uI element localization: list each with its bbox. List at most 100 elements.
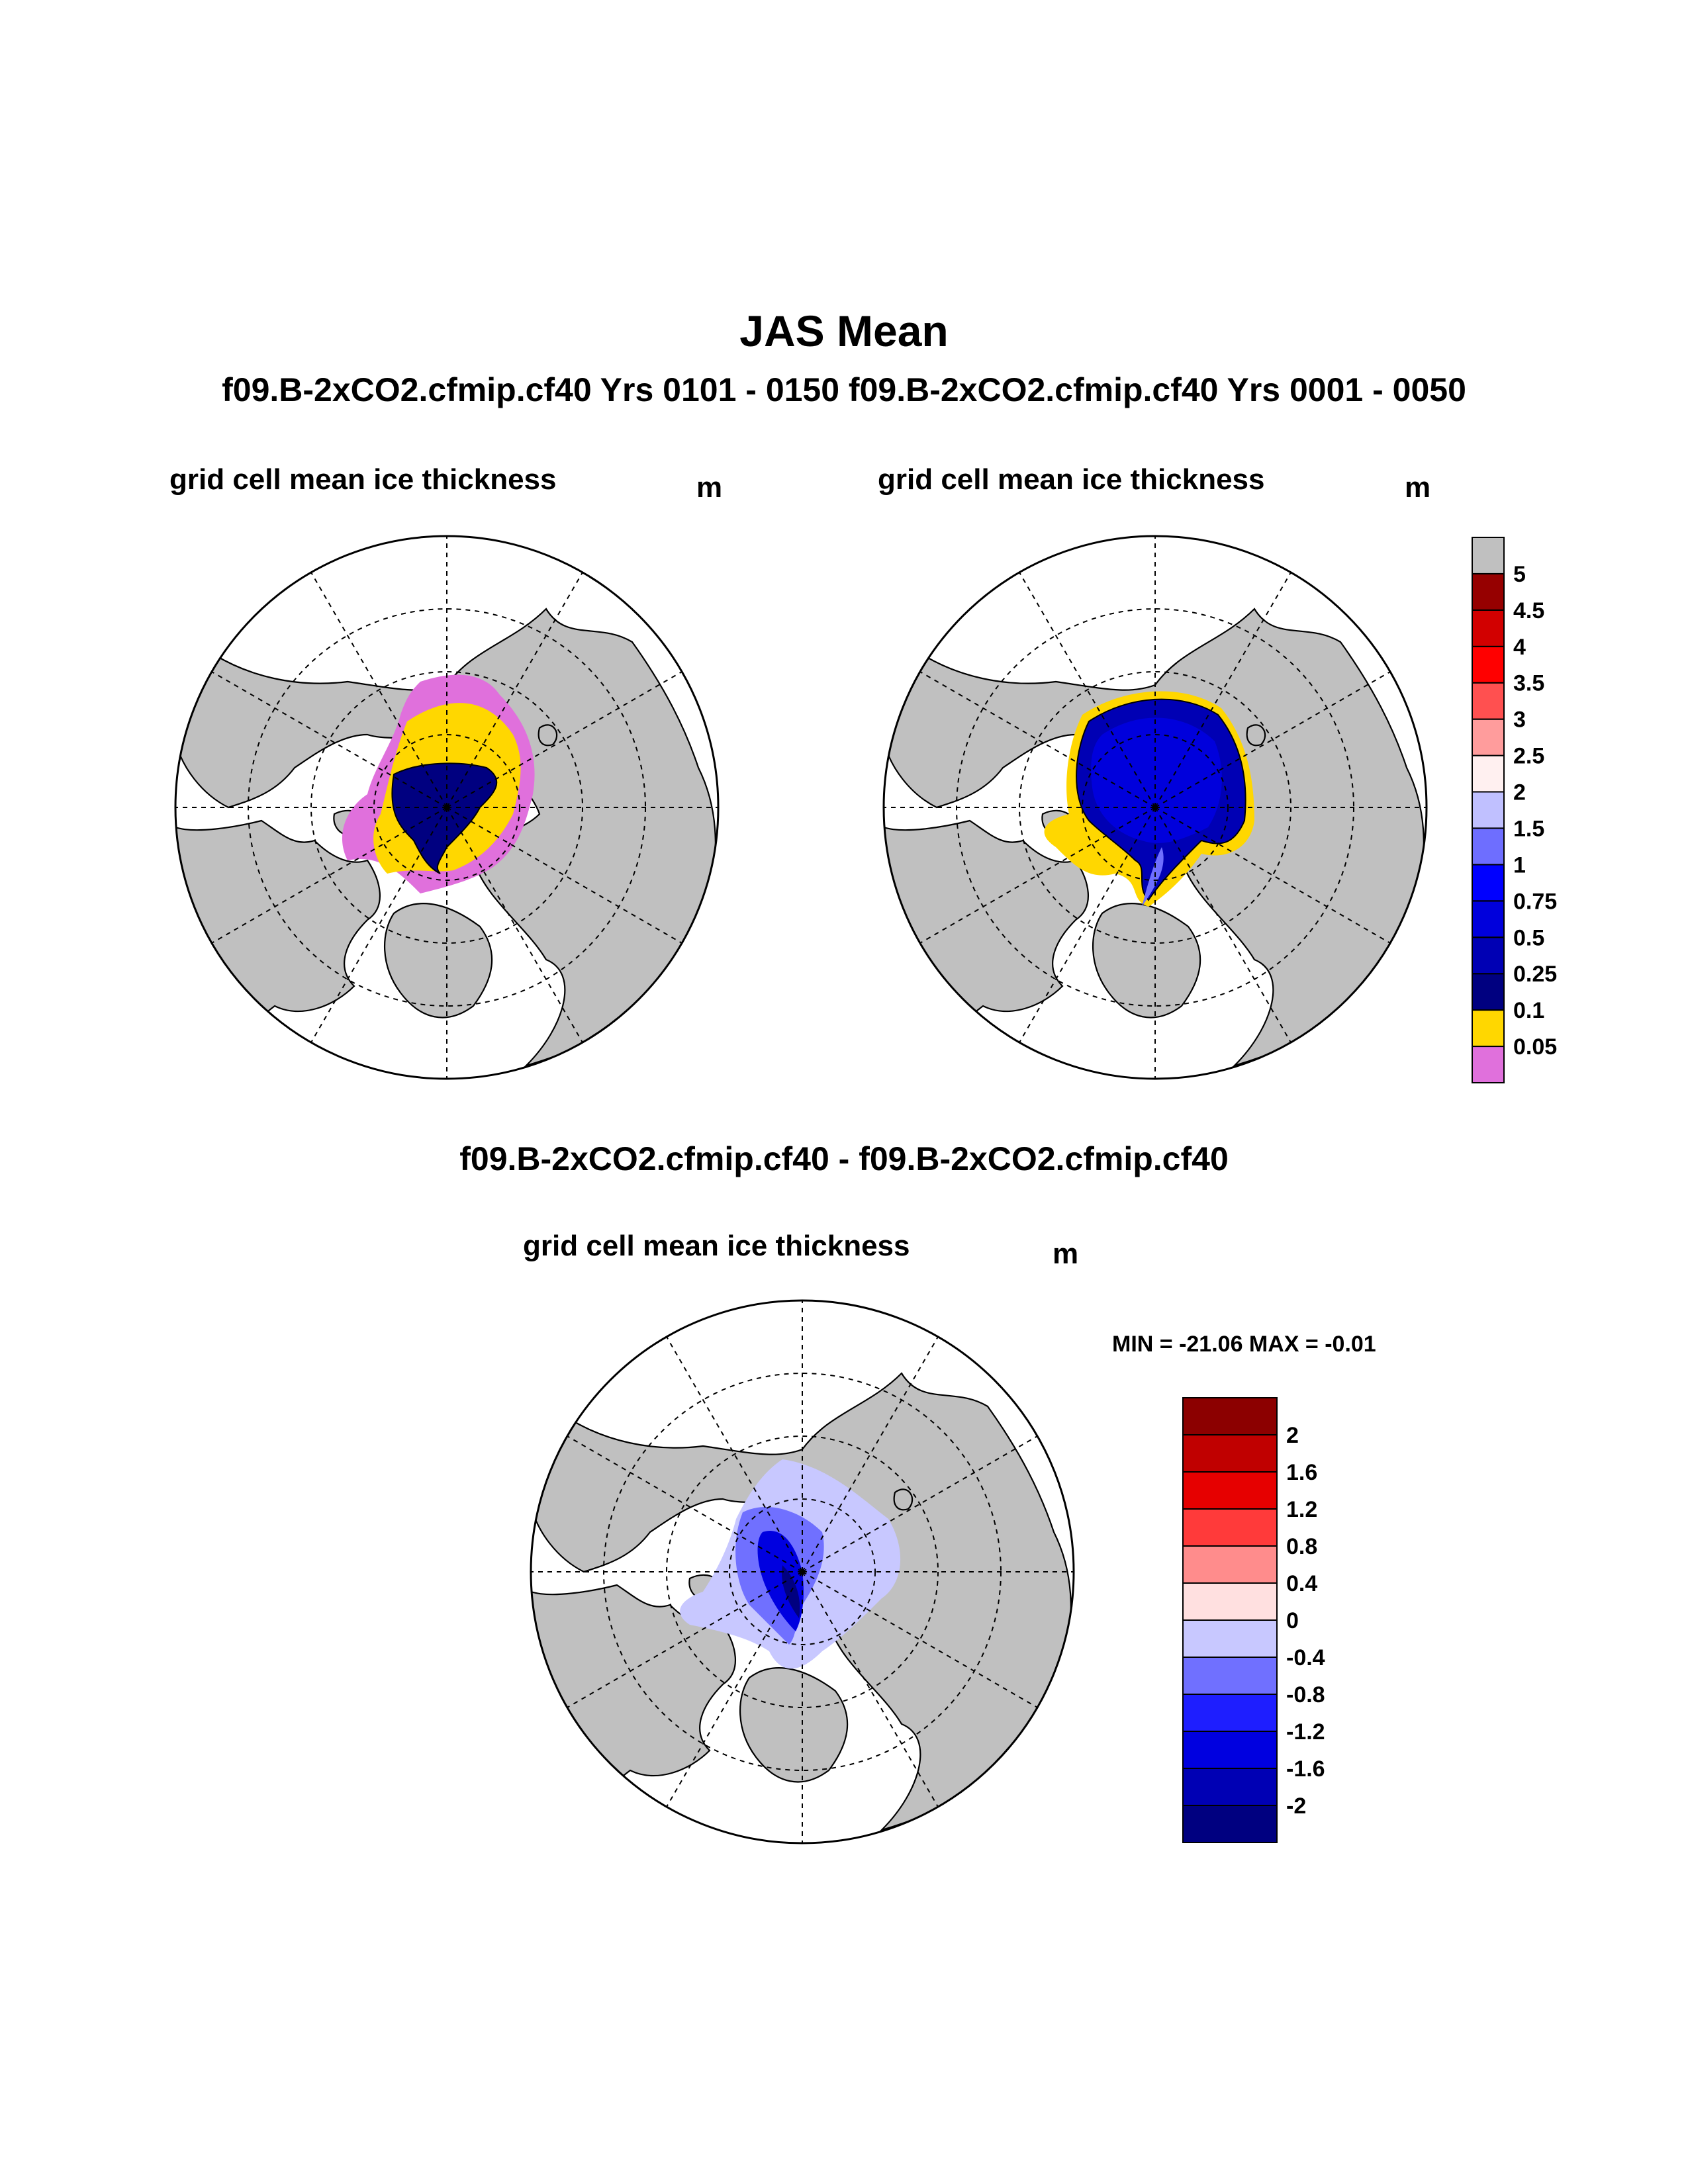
colorbar-tick-label-12: 4.5 [1513, 598, 1544, 623]
land-mass-6 [1246, 724, 1266, 747]
colorbar-tick-label-3: 0.5 [1513, 925, 1544, 950]
panel-diff-label: grid cell mean ice thickness [523, 1230, 910, 1262]
latitude-circle-1 [1019, 671, 1291, 944]
colorbar-swatch-8 [1182, 1508, 1278, 1547]
colorbar-swatch-0 [1472, 1046, 1505, 1083]
colorbar-tick-label-11: 4 [1513, 635, 1526, 660]
colorbar-swatch-9 [1472, 718, 1505, 756]
meridian-line-4 [1019, 807, 1156, 1043]
colorbar-main: 0.05 0.1 0.25 0.5 0.75 1 1.5 2 2.5 3 3.5 4 4.5 5 [1472, 537, 1557, 1083]
map-content [531, 1300, 1074, 1843]
land-mass-2 [384, 903, 493, 1019]
colorbar-tick-label-3: -0.8 [1286, 1682, 1325, 1707]
colorbar-tick-label-13: 5 [1513, 562, 1526, 587]
colorbar-swatch-7 [1472, 791, 1505, 829]
colorbar-swatch-2 [1472, 973, 1505, 1011]
latitude-circle-1 [666, 1435, 939, 1708]
min-max-readout: MIN = -21.06 MAX = -0.01 [1112, 1332, 1376, 1357]
meridian-line-10 [446, 572, 583, 808]
colorbar-swatch-1 [1472, 1009, 1505, 1047]
panel-right-label: grid cell mean ice thickness [878, 463, 1265, 496]
colorbar-swatch-5 [1182, 1619, 1278, 1658]
meridian-line-7 [567, 1435, 803, 1572]
meridian-line-1 [446, 807, 682, 944]
meridian-line-1 [802, 1571, 1038, 1708]
meridian-line-8 [310, 572, 447, 808]
colorbar-swatch-11 [1472, 645, 1505, 684]
colorbar-tick-label-4: -0.4 [1286, 1645, 1325, 1670]
ice-thickness-core-0.25 [391, 762, 498, 874]
colorbar-swatch-6 [1182, 1582, 1278, 1621]
colorbar-swatch-14 [1472, 537, 1505, 574]
colorbar-tick-label-8: 2.5 [1513, 744, 1544, 769]
meridian-line-4 [310, 807, 447, 1043]
colorbar-tick-label-7: 0.8 [1286, 1534, 1317, 1559]
meridian-line-7 [211, 671, 447, 808]
colorbar-tick-label-1: 0.1 [1513, 998, 1544, 1023]
map-diff-panel [530, 1299, 1075, 1844]
colorbar-tick-label-0: -2 [1286, 1794, 1306, 1819]
colorbar-swatch-13 [1472, 572, 1505, 611]
map-right-panel [882, 535, 1428, 1080]
colorbar-tick-label-6: 0.4 [1286, 1571, 1317, 1596]
land-mass-0 [884, 608, 1425, 1068]
meridian-line-10 [802, 1336, 939, 1572]
map-border [174, 535, 720, 1080]
map-border [530, 1299, 1075, 1844]
meridian-line-5 [567, 1571, 803, 1708]
colorbar-swatch-11 [1182, 1397, 1278, 1435]
colorbar-tick-label-2: 0.25 [1513, 962, 1557, 987]
colorbar-tick-label-6: 1.5 [1513, 817, 1544, 842]
colorbar-tick-label-1: -1.6 [1286, 1756, 1325, 1782]
latitude-circle-1 [310, 671, 583, 944]
map-content [175, 536, 718, 1079]
panel-left-label: grid cell mean ice thickness [169, 463, 557, 496]
meridian-line-2 [1154, 807, 1291, 1043]
latitude-circle-0 [729, 1498, 876, 1645]
colorbar-tick-label-10: 2 [1286, 1423, 1299, 1448]
colorbar-tick-label-8: 1.2 [1286, 1497, 1317, 1522]
map-border [882, 535, 1428, 1080]
colorbar-swatch-2 [1182, 1731, 1278, 1769]
colorbar-swatch-10 [1182, 1434, 1278, 1473]
panel-left-unit: m [696, 471, 723, 504]
meridian-line-11 [802, 1435, 1038, 1572]
colorbar-swatch-4 [1182, 1657, 1278, 1695]
panel-right-unit: m [1405, 471, 1431, 504]
diff-title: f09.B-2xCO2.cfmip.cf40 - f09.B-2xCO2.cfm… [459, 1140, 1229, 1177]
meridian-line-2 [802, 1571, 939, 1807]
colorbar-swatch-9 [1182, 1471, 1278, 1510]
colorbar-swatch-3 [1182, 1694, 1278, 1732]
colorbar-tick-label-2: -1.2 [1286, 1719, 1325, 1745]
subtitle: f09.B-2xCO2.cfmip.cf40 Yrs 0101 - 0150 f… [222, 371, 1466, 408]
main-title: JAS Mean [739, 306, 949, 355]
colorbar-swatch-4 [1472, 900, 1505, 938]
meridian-line-5 [211, 807, 447, 944]
colorbar-tick-label-9: 3 [1513, 707, 1526, 733]
map-left-panel [174, 535, 720, 1080]
meridian-line-4 [666, 1571, 803, 1807]
meridian-line-11 [1154, 671, 1391, 808]
colorbar-tick-label-7: 2 [1513, 780, 1526, 805]
meridian-line-5 [919, 807, 1156, 944]
map-content [884, 536, 1427, 1079]
colorbar-swatch-7 [1182, 1545, 1278, 1584]
meridian-line-2 [446, 807, 583, 1043]
colorbar-tick-label-5: 0 [1286, 1608, 1299, 1633]
meridian-line-11 [446, 671, 682, 808]
colorbar-tick-label-9: 1.6 [1286, 1460, 1317, 1485]
land-mass-0 [175, 608, 717, 1068]
colorbar-diff: -2 -1.6 -1.2 -0.8 -0.4 0 0.4 0.8 1.2 1.6 2 [1182, 1397, 1325, 1843]
colorbar-swatch-12 [1472, 609, 1505, 647]
colorbar-swatch-10 [1472, 682, 1505, 720]
ice-thickness-thin-edge-1.5 [1142, 847, 1164, 907]
meridian-line-10 [1154, 572, 1291, 808]
meridian-line-8 [1019, 572, 1156, 808]
latitude-circle-0 [1082, 734, 1229, 881]
colorbar-swatch-5 [1472, 864, 1505, 902]
colorbar-tick-label-4: 0.75 [1513, 889, 1557, 914]
land-mass-2 [739, 1667, 849, 1783]
land-mass-6 [893, 1488, 914, 1511]
panel-diff-unit: m [1053, 1238, 1079, 1270]
colorbar-swatch-3 [1472, 936, 1505, 975]
